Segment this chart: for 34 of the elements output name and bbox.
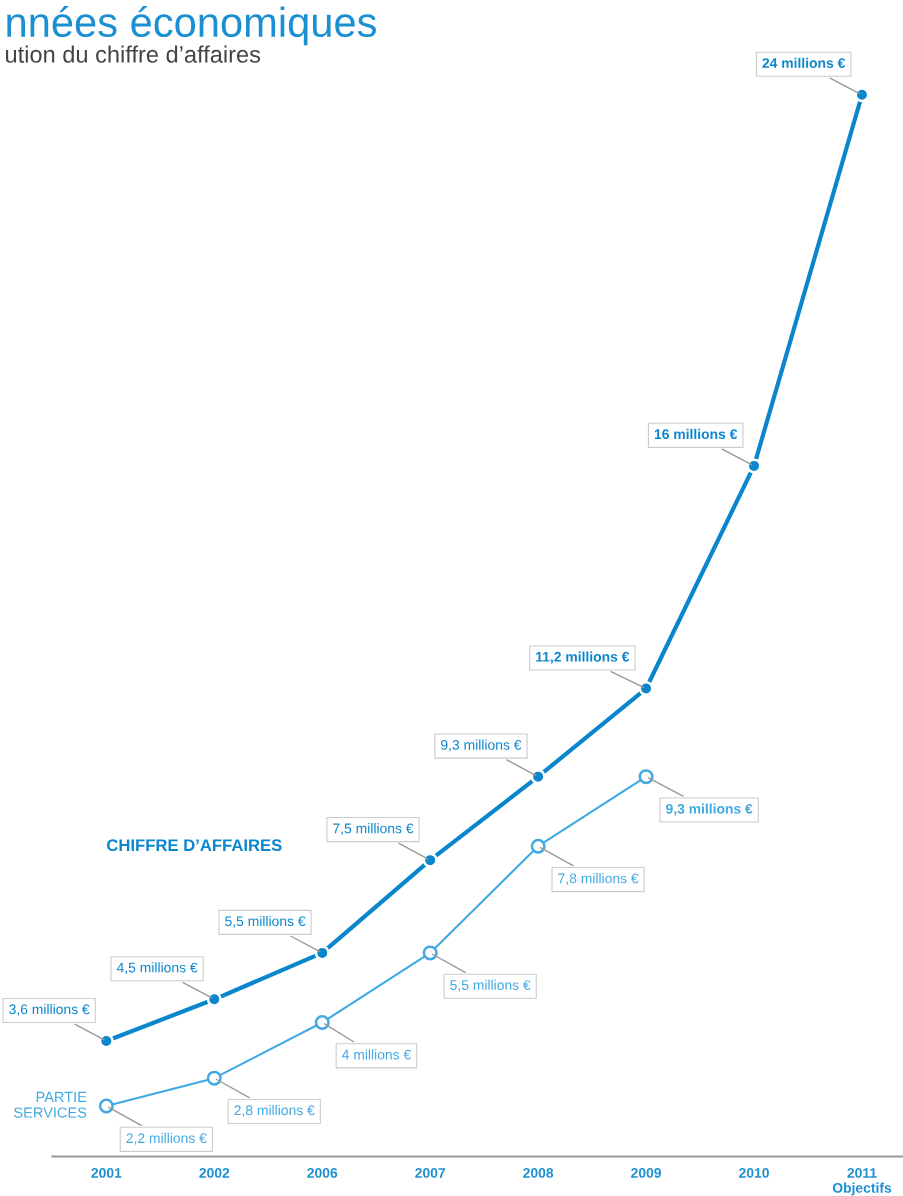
point	[314, 1014, 330, 1030]
x-tick-label: 2008	[523, 1168, 554, 1178]
data-label: 9,3 millions €	[666, 803, 753, 816]
series-label: PARTIE SERVICES	[14, 1091, 87, 1118]
point	[206, 1070, 222, 1086]
point	[638, 769, 654, 785]
x-tick-label: 2011 Objectifs	[832, 1168, 892, 1196]
chart-title: nnées économiques	[7, 5, 376, 46]
x-tick-label: 2001	[91, 1168, 122, 1178]
data-label: 16 millions €	[654, 428, 738, 440]
text: CHIFFRE D’AFFAIRES	[107, 839, 282, 852]
point	[530, 769, 546, 785]
x-tick-label: 2002	[199, 1168, 230, 1178]
data-label: 5,5 millions €	[450, 979, 531, 992]
point	[422, 852, 438, 868]
data-label: 24 millions €	[762, 57, 846, 68]
data-label: 11,2 millions €	[536, 651, 630, 664]
x-tick-label: 2006	[307, 1168, 338, 1178]
data-label: 2,2 millions €	[126, 1132, 207, 1145]
x-tick-label: 2009	[631, 1168, 662, 1178]
data-label: 4,5 millions €	[116, 962, 198, 975]
x-tick-label: 2007	[415, 1168, 446, 1178]
chart-subtitle: ution du chiffre d’affaires	[6, 45, 261, 63]
point	[530, 838, 546, 854]
data-label: 4 millions €	[342, 1049, 411, 1060]
data-label: 3,6 millions €	[9, 1004, 90, 1016]
point	[98, 1098, 114, 1114]
x-tick-label: 2010	[739, 1168, 769, 1178]
data-label: 2,8 millions €	[234, 1105, 315, 1117]
data-label: 5,5 millions €	[225, 915, 306, 928]
data-label: 9,3 millions €	[441, 739, 522, 752]
data-label: 7,5 millions €	[333, 823, 414, 835]
data-label: 7,8 millions €	[558, 873, 639, 885]
point	[422, 945, 438, 961]
